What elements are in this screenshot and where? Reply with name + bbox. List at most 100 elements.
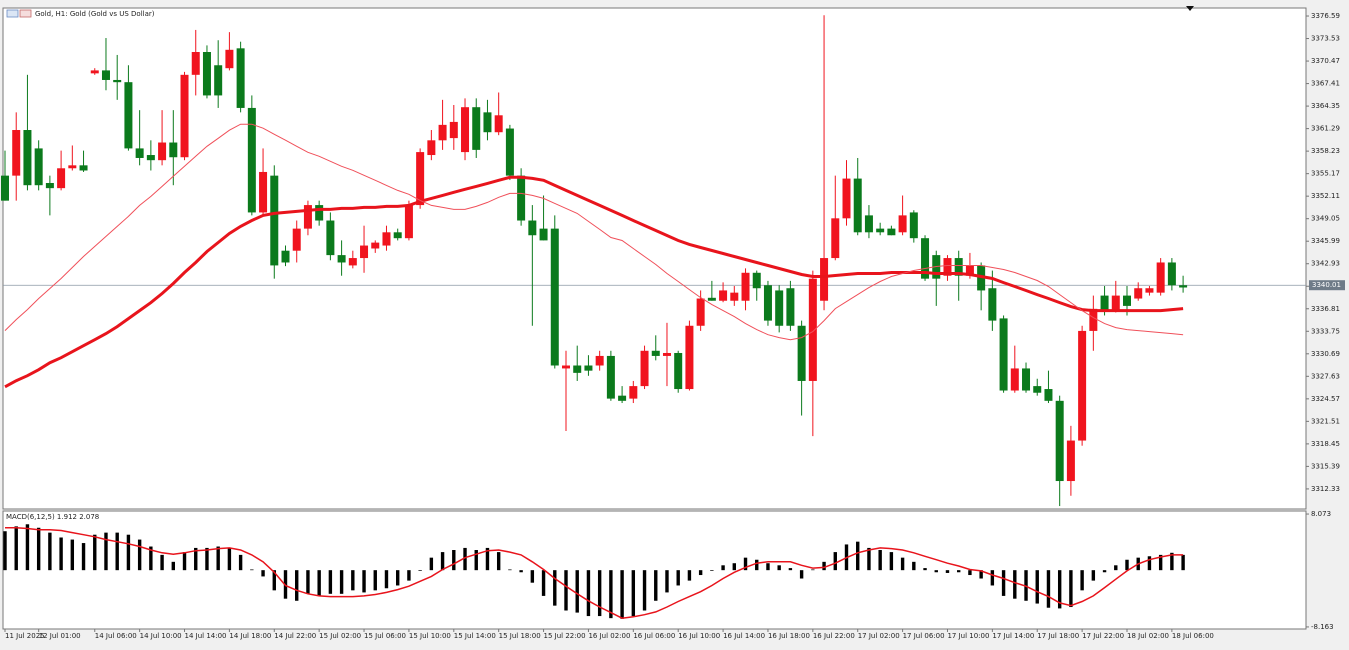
candle-body — [1055, 400, 1064, 482]
y-tick-label: 3333.75 — [1311, 327, 1340, 335]
candle-body — [1145, 288, 1154, 293]
macd-bar — [541, 570, 546, 596]
y-tick-label: 3327.63 — [1311, 372, 1340, 380]
candle-body — [842, 178, 851, 219]
macd-bar — [306, 570, 310, 594]
candle-body — [921, 238, 930, 279]
candle-body — [1134, 288, 1143, 299]
candle-body — [270, 175, 279, 266]
macd-bar — [721, 565, 725, 571]
candle-body — [45, 182, 54, 189]
y-tick-label: 3358.23 — [1311, 147, 1340, 155]
candle-body — [135, 148, 144, 158]
macd-bar — [1170, 552, 1174, 571]
current-price-label: 3340.01 — [1312, 281, 1341, 289]
macd-bar — [530, 570, 535, 583]
x-tick-label: 14 Jul 10:00 — [140, 632, 182, 640]
candle-body — [505, 128, 514, 176]
candle-body — [1156, 262, 1165, 293]
candle-body — [775, 290, 784, 326]
y-tick-label: 3349.05 — [1311, 215, 1340, 223]
macd-bar — [945, 570, 950, 573]
candle-body — [988, 288, 997, 321]
macd-bar — [452, 550, 456, 571]
candle-body — [326, 220, 335, 256]
candle-body — [853, 178, 862, 233]
moving-average — [4, 123, 1184, 341]
candle-body — [651, 350, 660, 356]
macd-bar — [418, 570, 422, 571]
macd-bar — [1035, 570, 1039, 604]
chart-icon — [19, 9, 32, 18]
macd-bar — [856, 541, 860, 571]
candle-body — [57, 168, 66, 189]
candle-body — [34, 148, 43, 186]
candle-body — [1167, 262, 1176, 286]
macd-bar — [485, 547, 490, 571]
macd-bar — [205, 547, 209, 571]
candle-body — [180, 74, 189, 158]
candle-body — [303, 205, 312, 229]
macd-bar — [698, 570, 703, 576]
candle-body — [438, 124, 447, 141]
y-tick-label: 3361.29 — [1311, 125, 1340, 133]
macd-bar — [81, 543, 86, 571]
x-tick-label: 16 Jul 10:00 — [678, 632, 720, 640]
macd-bar — [1158, 554, 1163, 571]
candle-body — [259, 171, 268, 213]
candle-body — [90, 70, 99, 74]
candle-body — [999, 318, 1008, 391]
macd-bar — [654, 570, 658, 601]
x-tick-label: 17 Jul 10:00 — [947, 632, 989, 640]
candle-body — [191, 52, 200, 75]
candle-body — [1066, 440, 1075, 482]
y-tick-label: 3373.53 — [1311, 35, 1340, 43]
macd-bar — [351, 570, 355, 591]
candle-body — [517, 175, 526, 221]
candle-body — [707, 297, 716, 301]
macd-bar — [1080, 570, 1084, 591]
candle-body — [1100, 295, 1109, 311]
x-tick-label: 17 Jul 02:00 — [858, 632, 900, 640]
macd-bar — [564, 570, 568, 611]
macd-bar — [126, 534, 131, 571]
candle-body — [943, 258, 952, 276]
candle-body — [68, 165, 77, 169]
macd-bar — [137, 539, 142, 571]
macd-bar — [642, 570, 647, 611]
macd-bar — [833, 552, 837, 571]
macd-bar — [59, 537, 63, 571]
candle-body — [146, 155, 155, 161]
macd-bar — [1147, 556, 1152, 571]
y-tick-label: 8.073 — [1311, 510, 1331, 518]
macd-bar — [822, 561, 826, 571]
y-tick-label: 3315.39 — [1311, 462, 1340, 470]
candle-body — [202, 52, 211, 96]
candle-body — [786, 288, 795, 326]
candle-body — [584, 365, 593, 371]
candle-body — [461, 107, 470, 153]
candle-body — [1022, 368, 1031, 391]
macd-bar — [1013, 570, 1017, 599]
x-tick-label: 11 Jul 2025 — [5, 632, 45, 640]
macd-bar — [867, 547, 871, 571]
candle-body — [247, 107, 256, 213]
candle-body — [169, 142, 178, 158]
macd-bar — [216, 546, 220, 571]
macd-bar — [104, 532, 108, 571]
candle-body — [629, 386, 638, 399]
candle-body — [1, 175, 9, 201]
candle-body — [1078, 330, 1087, 441]
x-tick-label: 14 Jul 22:00 — [274, 632, 316, 640]
candle-body — [483, 112, 492, 133]
candle-body — [236, 48, 245, 108]
candle-body — [528, 220, 537, 236]
candle-body — [382, 232, 391, 246]
candle-body — [965, 265, 974, 276]
candle-body — [797, 325, 806, 381]
candle-body — [864, 215, 873, 233]
macd-bar — [36, 527, 41, 571]
shift-marker — [1186, 6, 1194, 11]
candle-body — [1044, 389, 1053, 401]
macd-bar — [957, 570, 961, 573]
